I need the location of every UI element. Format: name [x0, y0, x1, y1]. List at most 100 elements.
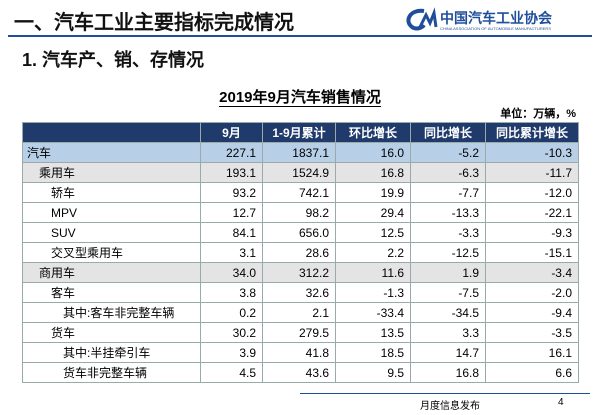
page-number: 4 [558, 397, 564, 408]
cell-value: -9.4 [485, 302, 579, 323]
cell-value: 6.6 [485, 362, 579, 383]
cell-value: 656.0 [262, 222, 336, 243]
cell-value: 28.6 [262, 242, 336, 263]
cell-value: 227.1 [200, 142, 263, 163]
table-row: 汽车 227.1 1837.1 16.0 -5.2 -10.3 [22, 142, 579, 163]
footer-rule [300, 393, 590, 394]
cell-value: 29.4 [335, 202, 411, 223]
cell-value: 2.2 [335, 242, 411, 263]
cell-value: 2.1 [262, 302, 336, 323]
cell-value: 193.1 [200, 162, 263, 183]
cell-value: -11.7 [485, 162, 579, 183]
row-label: 其中:客车非完整车辆 [22, 302, 201, 323]
cell-value: 1524.9 [262, 162, 336, 183]
header-cell: 同比累计增长 [485, 122, 579, 143]
cell-value: 30.2 [200, 322, 263, 343]
cell-value: 43.6 [262, 362, 336, 383]
table-title: 2019年9月汽车销售情况 [219, 89, 381, 107]
cell-value: -6.3 [410, 162, 486, 183]
cell-value: 3.1 [200, 242, 263, 263]
cell-value: 98.2 [262, 202, 336, 223]
row-label: 轿车 [22, 182, 201, 203]
header-cell: 1-9月累计 [262, 122, 336, 143]
header-rule [8, 35, 592, 37]
cell-value: 1837.1 [262, 142, 336, 163]
cell-value: -33.4 [335, 302, 411, 323]
row-label: 货车 [22, 322, 201, 343]
table-row: 其中:客车非完整车辆 0.2 2.1 -33.4 -34.5 -9.4 [22, 302, 579, 323]
slide-title: 一、汽车工业主要指标完成情况 [14, 12, 294, 34]
header-cell: 同比增长 [410, 122, 486, 143]
table-row: 货车 30.2 279.5 13.5 3.3 -3.5 [22, 322, 579, 343]
cell-value: 19.9 [335, 182, 411, 203]
cell-value: 3.9 [200, 342, 263, 363]
cell-value: 4.5 [200, 362, 263, 383]
table-row: 商用车 34.0 312.2 11.6 1.9 -3.4 [22, 262, 579, 283]
cell-value: 14.7 [410, 342, 486, 363]
cell-value: -34.5 [410, 302, 486, 323]
table-row: 轿车 93.2 742.1 19.9 -7.7 -12.0 [22, 182, 579, 203]
table-row: SUV 84.1 656.0 12.5 -3.3 -9.3 [22, 222, 579, 243]
row-label: 客车 [22, 282, 201, 303]
table-row: 乘用车 193.1 1524.9 16.8 -6.3 -11.7 [22, 162, 579, 183]
row-label: 商用车 [22, 262, 201, 283]
cell-value: 1.9 [410, 262, 486, 283]
table-row: 其中:半挂牵引车 3.9 41.8 18.5 14.7 16.1 [22, 342, 579, 363]
cell-value: -12.0 [485, 182, 579, 203]
row-label: 其中:半挂牵引车 [22, 342, 201, 363]
cell-value: -9.3 [485, 222, 579, 243]
header-cell: 9月 [200, 122, 263, 143]
cell-value: 84.1 [200, 222, 263, 243]
header-cell [22, 122, 201, 143]
cell-value: 16.0 [335, 142, 411, 163]
cell-value: -3.5 [485, 322, 579, 343]
cell-value: 3.3 [410, 322, 486, 343]
cell-value: -7.5 [410, 282, 486, 303]
cell-value: 312.2 [262, 262, 336, 283]
cell-value: 279.5 [262, 322, 336, 343]
cell-value: 18.5 [335, 342, 411, 363]
cell-value: 742.1 [262, 182, 336, 203]
table-row: 客车 3.8 32.6 -1.3 -7.5 -2.0 [22, 282, 579, 303]
cell-value: 9.5 [335, 362, 411, 383]
footer-text: 月度信息发布 [420, 401, 480, 412]
header-row: 9月 1-9月累计 环比增长 同比增长 同比累计增长 [22, 122, 579, 143]
cell-value: 16.8 [335, 162, 411, 183]
row-label: 货车非完整车辆 [22, 362, 201, 383]
header-cell: 环比增长 [335, 122, 411, 143]
row-label: 乘用车 [22, 162, 201, 183]
cell-value: 41.8 [262, 342, 336, 363]
cell-value: -12.5 [410, 242, 486, 263]
cell-value: 16.1 [485, 342, 579, 363]
cell-value: -3.4 [485, 262, 579, 283]
cell-value: 3.8 [200, 282, 263, 303]
table-title-wrap: 2019年9月汽车销售情况 [0, 86, 600, 107]
cell-value: -1.3 [335, 282, 411, 303]
cell-value: 93.2 [200, 182, 263, 203]
table-row: 交叉型乘用车 3.1 28.6 2.2 -12.5 -15.1 [22, 242, 579, 263]
cell-value: 13.5 [335, 322, 411, 343]
table-row: 货车非完整车辆 4.5 43.6 9.5 16.8 6.6 [22, 362, 579, 383]
cell-value: 11.6 [335, 262, 411, 283]
logo [406, 7, 438, 31]
row-label: 汽车 [22, 142, 201, 163]
cell-value: 32.6 [262, 282, 336, 303]
cell-value: 12.7 [200, 202, 263, 223]
cell-value: -22.1 [485, 202, 579, 223]
cell-value: -2.0 [485, 282, 579, 303]
cell-value: -3.3 [410, 222, 486, 243]
cell-value: 12.5 [335, 222, 411, 243]
section-title: 1. 汽车产、销、存情况 [22, 50, 205, 70]
org-name-en: CHINA ASSOCIATION OF AUTOMOBILE MANUFACT… [440, 26, 551, 31]
cell-value: -7.7 [410, 182, 486, 203]
cell-value: -13.3 [410, 202, 486, 223]
table-row: MPV 12.7 98.2 29.4 -13.3 -22.1 [22, 202, 579, 223]
cell-value: -5.2 [410, 142, 486, 163]
row-label: SUV [22, 222, 201, 243]
cell-value: 16.8 [410, 362, 486, 383]
cell-value: -10.3 [485, 142, 579, 163]
cell-value: -15.1 [485, 242, 579, 263]
sales-table: 9月 1-9月累计 环比增长 同比增长 同比累计增长 汽车 227.1 1837.1 16.0-… [22, 122, 579, 383]
unit: 单位：万辆，% [500, 108, 576, 120]
